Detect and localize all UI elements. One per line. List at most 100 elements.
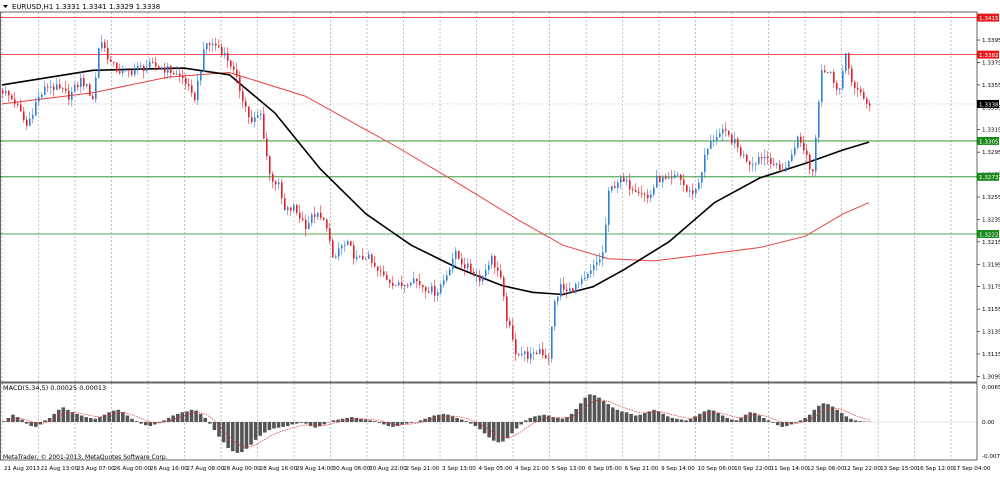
candle-body — [68, 91, 70, 100]
candle-body — [515, 339, 517, 354]
candle-body — [11, 95, 13, 99]
candle-body — [458, 251, 460, 259]
macd-bar — [116, 410, 120, 422]
candle-body — [665, 177, 667, 179]
macd-bar — [231, 422, 235, 451]
candle-body — [800, 137, 802, 143]
macd-bar — [144, 422, 148, 425]
y-tick-label: 1.3295 — [982, 150, 1000, 156]
x-tick-label: 12 Sep 22:00 — [844, 466, 882, 472]
candle-body — [698, 183, 700, 189]
candle-body — [389, 280, 391, 283]
macd-bar — [451, 416, 455, 422]
candle-body — [275, 181, 277, 184]
candle-body — [134, 70, 136, 75]
y-tick-label: 1.3315 — [982, 128, 1000, 134]
candle-body — [545, 355, 547, 358]
candle-body — [557, 297, 559, 302]
candle-body — [137, 66, 139, 70]
y-tick-label: 1.3195 — [982, 262, 1000, 268]
candle-body — [443, 280, 445, 284]
macd-bar — [249, 422, 253, 445]
candle-body — [404, 285, 406, 286]
macd-bar — [203, 418, 207, 422]
y-tick-label: 1.3175 — [982, 285, 1000, 291]
candle-body — [758, 157, 760, 164]
candle-body — [530, 353, 532, 359]
candle-body — [17, 104, 19, 105]
candle-body — [695, 189, 697, 194]
candle-body — [146, 68, 148, 72]
candle-body — [419, 281, 421, 285]
macd-bar — [524, 420, 528, 422]
candle-body — [215, 44, 217, 46]
x-tick-label: 30 Aug 22:00 — [369, 466, 407, 472]
candle-body — [407, 285, 409, 286]
candle-body — [563, 284, 565, 289]
candle-body — [32, 115, 34, 119]
x-tick-label: 30 Aug 06:00 — [333, 466, 371, 472]
candle-body — [854, 82, 856, 88]
macd-bar — [735, 420, 739, 422]
candle-body — [710, 141, 712, 149]
candle-body — [866, 99, 868, 104]
candle-body — [167, 66, 169, 73]
candle-body — [482, 276, 484, 281]
macd-bar — [588, 394, 592, 422]
macd-bar — [130, 419, 134, 422]
candle-body — [785, 167, 787, 171]
macd-bar — [121, 412, 125, 422]
candle-body — [536, 353, 538, 354]
macd-bar — [469, 422, 473, 424]
candle-body — [128, 70, 130, 71]
macd-bar — [332, 420, 336, 422]
candle-body — [752, 164, 754, 165]
candle-body — [731, 135, 733, 143]
candle-body — [398, 282, 400, 285]
candle-body — [569, 288, 571, 291]
candle-body — [80, 78, 82, 87]
candle-body — [206, 43, 208, 49]
x-tick-label: 5 Sep 13:00 — [552, 466, 586, 472]
x-tick-label: 10 Sep 06:00 — [698, 466, 736, 472]
macd-bar — [666, 416, 670, 422]
macd-bar — [400, 422, 404, 424]
candle-body — [683, 180, 685, 185]
macd-bar — [304, 422, 308, 424]
y-tick-label: 1.3255 — [982, 195, 1000, 201]
macd-bar — [368, 420, 372, 422]
macd-bar — [20, 420, 24, 422]
macd-bar — [845, 416, 849, 422]
macd-bar — [364, 420, 368, 422]
macd-bar — [776, 422, 780, 425]
candle-body — [722, 129, 724, 133]
candle-body — [668, 178, 670, 179]
candle-body — [62, 88, 64, 89]
macd-bar — [510, 422, 514, 433]
candle-body — [368, 254, 370, 259]
macd-bar — [739, 418, 743, 422]
candle-body — [809, 155, 811, 170]
x-tick-label: 13 Sep 15:00 — [880, 466, 918, 472]
macd-bar — [716, 413, 720, 422]
macd-bar — [355, 418, 359, 422]
candle-body — [392, 283, 394, 286]
candle-body — [653, 188, 655, 195]
candle-body — [671, 178, 673, 179]
candle-body — [74, 85, 76, 92]
x-tick-label: 6 Sep 05:00 — [588, 466, 622, 472]
macd-bar — [730, 420, 734, 422]
candle-body — [269, 156, 271, 174]
candle-body — [53, 87, 55, 90]
macd-bar — [638, 415, 642, 422]
price-label: 1.3222 — [979, 232, 999, 238]
candle-body — [245, 101, 247, 106]
candle-body — [638, 192, 640, 193]
macd-bar — [492, 422, 496, 441]
candle-body — [35, 102, 37, 115]
candle-body — [95, 78, 97, 100]
candle-body — [686, 185, 688, 191]
candle-body — [773, 164, 775, 165]
candle-body — [491, 256, 493, 265]
candle-body — [239, 77, 241, 92]
